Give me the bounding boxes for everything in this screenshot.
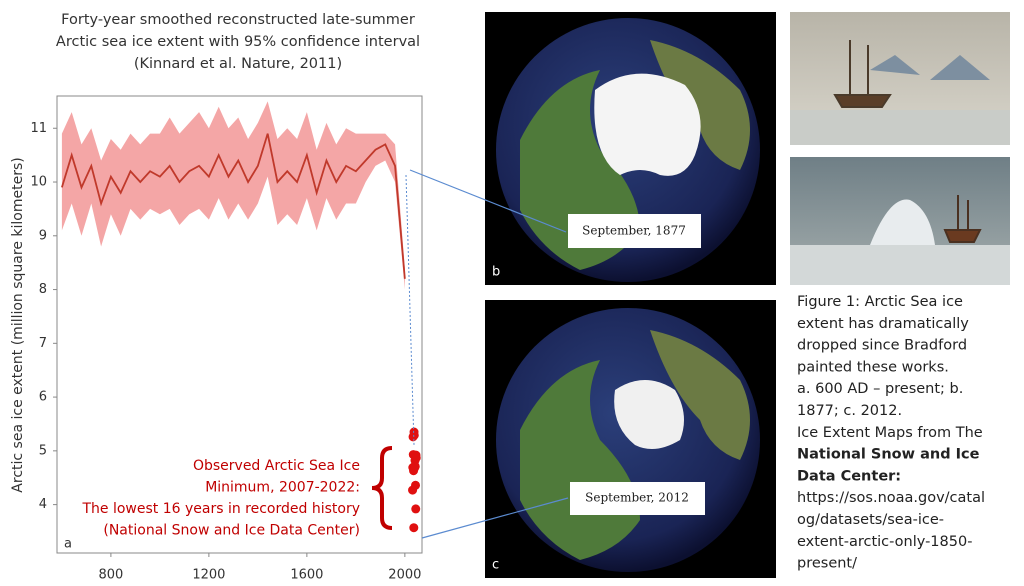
arrow (409, 169, 567, 233)
plot: 4 5 6 7 8 9 10 11 800 1200 1600 2000 (30, 101, 421, 583)
land (650, 330, 750, 460)
caption-line: National Snow and Ice (797, 447, 980, 463)
y-tick-label: 7 (39, 336, 47, 351)
annotation: Observed Arctic Sea Ice (193, 458, 360, 474)
observed-point (411, 453, 421, 463)
connector (405, 174, 415, 446)
painting-berg (870, 55, 990, 80)
observed-point (409, 430, 419, 440)
plot-frame (56, 95, 423, 554)
x-tick-label: 2000 (388, 568, 421, 583)
caption-line: 1877; c. 2012. (797, 403, 902, 419)
painting-ship (833, 40, 892, 108)
caption: Figure 1: Arctic Sea ice extent has drama… (797, 294, 985, 572)
caption-line: dropped since Bradford (797, 338, 967, 354)
chart-title: Forty-year smoothed reconstructed late-s… (61, 12, 415, 28)
chart-title: Arctic sea ice extent with 95% confidenc… (56, 34, 420, 50)
observed-point (410, 461, 420, 471)
map-label: September, 2012 (585, 491, 689, 505)
annotation: (National Snow and Ice Data Center) (103, 523, 360, 539)
panel-label: c (492, 558, 499, 573)
painting-ship (943, 195, 982, 243)
label-box (568, 214, 701, 248)
y-tick-label: 9 (39, 228, 47, 243)
annotation: The lowest 16 years in recorded history (81, 501, 360, 517)
caption-line: present/ (797, 556, 857, 572)
painting-berg (870, 199, 935, 245)
chart-title: (Kinnard et al. Nature, 2011) (134, 56, 342, 72)
sea-ice (614, 380, 684, 449)
y-axis-label: Arctic sea ice extent (million square ki… (10, 157, 26, 492)
caption-line: a. 600 AD – present; b. (797, 381, 963, 397)
y-tick-label: 6 (39, 390, 47, 405)
caption-line: Data Center: (797, 468, 901, 484)
y-tick-label: 4 (39, 497, 47, 512)
panel-label: a (64, 537, 72, 552)
y-tick-label: 10 (30, 175, 47, 190)
observed-point (411, 504, 421, 514)
sea-ice (594, 73, 701, 176)
x-tick-label: 1200 (192, 568, 225, 583)
observed-point (409, 523, 419, 533)
caption-line: painted these works. (797, 359, 949, 375)
panel-label: b (492, 265, 500, 280)
y-tick-label: 5 (39, 443, 47, 458)
painting-ice (790, 110, 1010, 145)
y-tick-label: 11 (30, 121, 47, 136)
x-tick-label: 1600 (290, 568, 323, 583)
caption-line: extent has dramatically (797, 316, 969, 332)
caption-line: Ice Extent Maps from The (797, 425, 983, 441)
caption-line: og/datasets/sea-ice- (797, 512, 944, 528)
caption-line: extent-arctic-only-1850- (797, 534, 972, 550)
annotation: Minimum, 2007-2022: (205, 480, 360, 496)
brace (371, 446, 393, 530)
caption-line: https://sos.noaa.gov/catal (797, 490, 985, 506)
x-tick-label: 800 (98, 568, 123, 583)
map-label: September, 1877 (582, 224, 686, 238)
arrow (421, 497, 569, 539)
y-tick-label: 8 (39, 282, 47, 297)
painting-ice (790, 245, 1010, 285)
caption-line: Figure 1: Arctic Sea ice (797, 294, 963, 310)
observed-point (411, 480, 421, 490)
land (650, 40, 750, 170)
line (61, 133, 406, 279)
label-box (570, 482, 705, 515)
confidence-band (61, 101, 405, 290)
